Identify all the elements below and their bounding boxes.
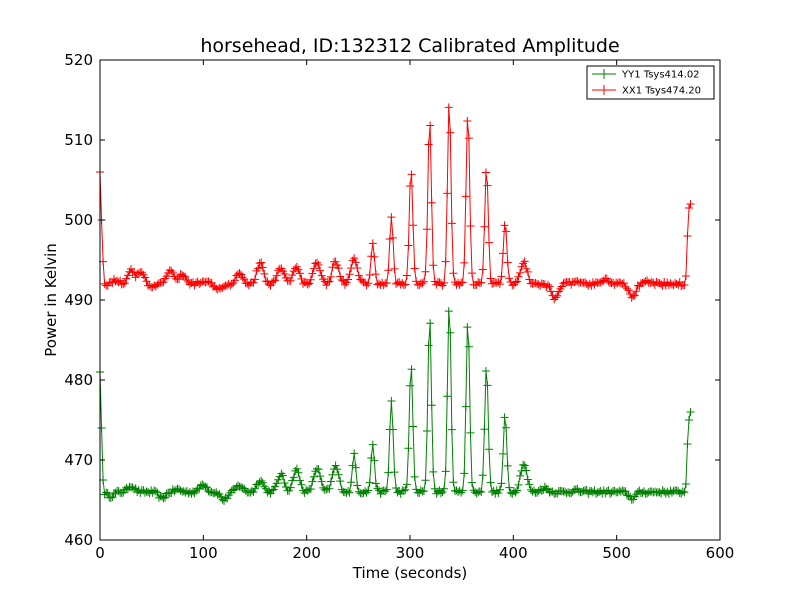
y-tick-label: 470 — [64, 451, 93, 469]
x-tick-label: 200 — [292, 544, 321, 562]
legend: YY1 Tsys414.02 XX1 Tsys474.20 — [586, 65, 715, 100]
x-tick-label: 300 — [396, 544, 425, 562]
ticks-layer: 0 100 200 300 400 500 600 460 470 480 490 500 510 520 — [64, 51, 734, 562]
y-tick-label: 500 — [64, 211, 93, 229]
x-tick-label: 500 — [602, 544, 631, 562]
chart-title: horsehead, ID:132312 Calibrated Amplitud… — [200, 35, 619, 57]
x-tick-label: 100 — [189, 544, 218, 562]
x-tick-label: 400 — [499, 544, 528, 562]
x-tick-label: 600 — [706, 544, 735, 562]
legend-marker-yy1 — [599, 69, 609, 79]
x-tick-label: 0 — [95, 544, 105, 562]
x-axis-label: Time (seconds) — [352, 564, 468, 582]
series-xx1 — [96, 103, 695, 304]
plot-area — [100, 60, 720, 540]
legend-marker-xx1 — [599, 85, 609, 95]
y-tick-label: 490 — [64, 291, 93, 309]
y-tick-label: 510 — [64, 131, 93, 149]
y-tick-label: 520 — [64, 51, 93, 69]
y-tick-label: 480 — [64, 371, 93, 389]
legend-label-xx1: XX1 Tsys474.20 — [622, 86, 701, 97]
legend-label-yy1: YY1 Tsys414.02 — [621, 70, 700, 81]
y-axis-label: Power in Kelvin — [42, 243, 60, 357]
legend-box — [586, 65, 715, 100]
series-layer — [96, 103, 695, 505]
y-tick-label: 460 — [64, 531, 93, 549]
